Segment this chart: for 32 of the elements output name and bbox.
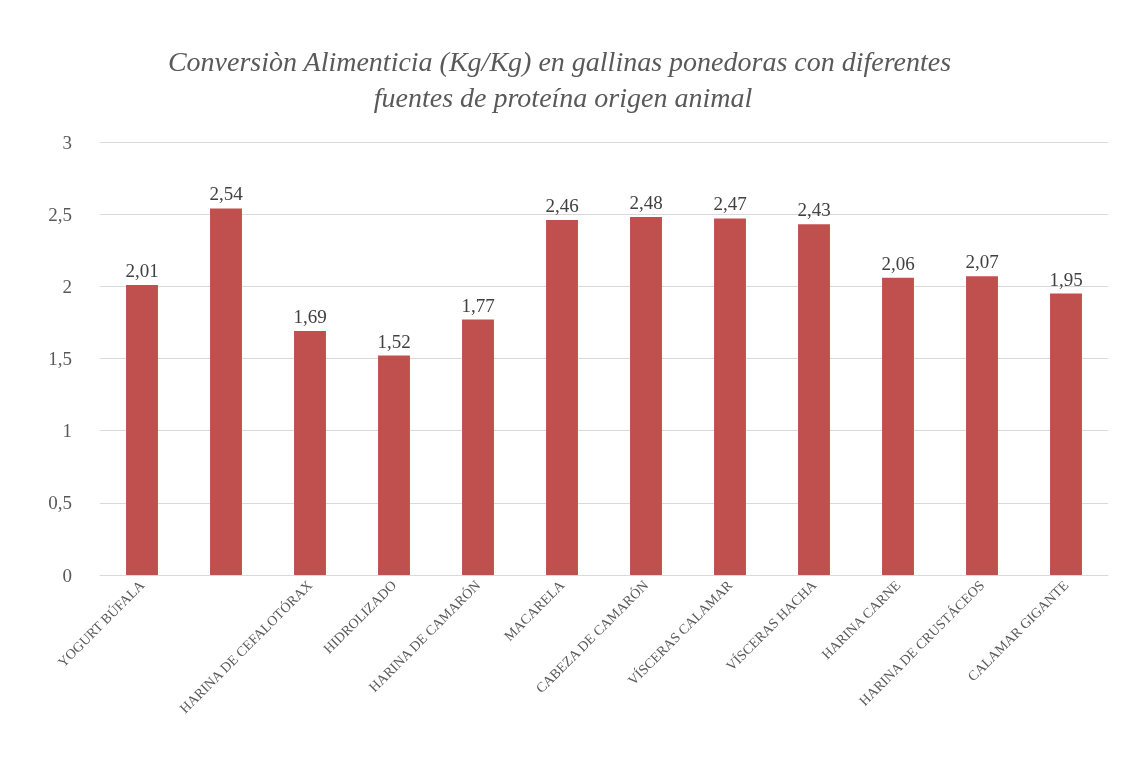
bar bbox=[630, 217, 662, 575]
y-tick-label: 0 bbox=[62, 564, 72, 586]
data-label: 1,52 bbox=[377, 330, 411, 352]
bar bbox=[378, 355, 410, 575]
bar bbox=[210, 208, 242, 575]
bar bbox=[966, 276, 998, 575]
data-label: 1,69 bbox=[293, 306, 327, 328]
bar bbox=[798, 224, 830, 575]
data-label: 1,77 bbox=[461, 294, 495, 316]
y-tick-label: 0,5 bbox=[48, 492, 72, 514]
data-label: 2,01 bbox=[125, 259, 159, 281]
data-label: 2,07 bbox=[965, 251, 999, 273]
bar bbox=[462, 319, 494, 575]
bar bbox=[1050, 293, 1082, 575]
y-tick-label: 1,5 bbox=[48, 348, 72, 369]
bar bbox=[714, 218, 746, 575]
y-tick-label: 3 bbox=[62, 131, 72, 153]
bar bbox=[126, 284, 158, 575]
data-label: 2,06 bbox=[881, 252, 915, 274]
data-label: 2,48 bbox=[629, 192, 663, 214]
y-tick-label: 2 bbox=[62, 275, 72, 297]
bar bbox=[294, 331, 326, 575]
data-label: 2,47 bbox=[713, 193, 747, 215]
data-label: 2,54 bbox=[209, 183, 244, 205]
y-tick-label: 1 bbox=[62, 420, 72, 442]
bar bbox=[546, 219, 578, 575]
data-label: 2,46 bbox=[545, 194, 579, 216]
bar bbox=[882, 277, 914, 575]
y-tick-label: 2,5 bbox=[48, 203, 72, 225]
data-label: 2,43 bbox=[797, 199, 831, 221]
chart-title: Conversiòn Alimenticia (Kg/Kg) en gallinas ponedoras con diferentes fuentes de proteína origen animal bbox=[167, 45, 959, 113]
data-label: 1,95 bbox=[1049, 268, 1083, 290]
